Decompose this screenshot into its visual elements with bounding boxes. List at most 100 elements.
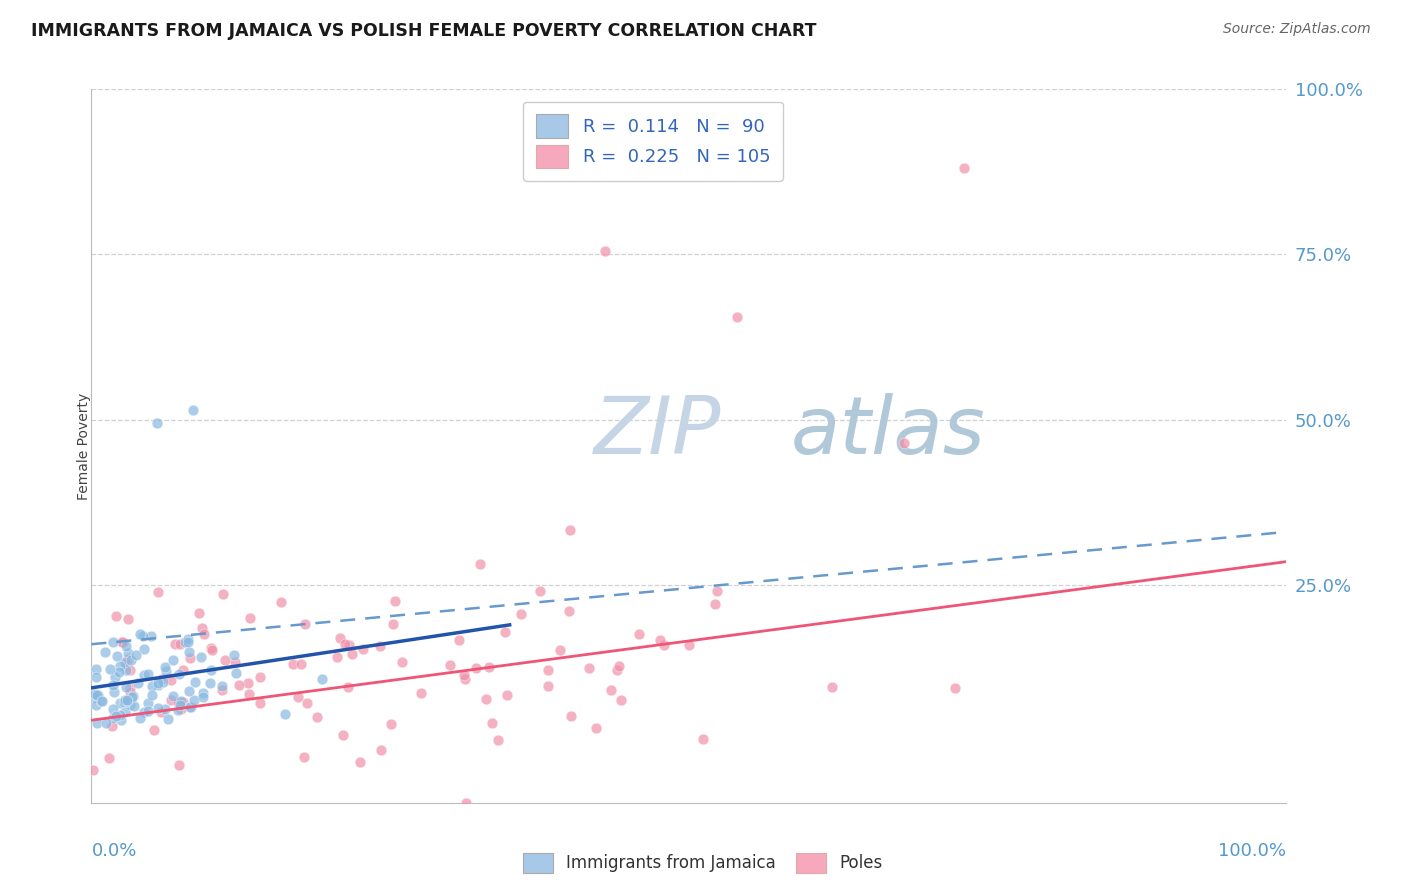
Point bbox=[560, 709, 582, 723]
Point bbox=[593, 244, 616, 258]
Point bbox=[114, 706, 136, 720]
Point bbox=[118, 698, 141, 713]
Point bbox=[953, 161, 976, 176]
Point bbox=[725, 310, 748, 325]
Point bbox=[368, 639, 391, 653]
Point bbox=[138, 705, 160, 719]
Point bbox=[87, 689, 110, 703]
Point bbox=[105, 648, 128, 663]
Point bbox=[108, 659, 131, 673]
Point bbox=[148, 585, 170, 599]
Point bbox=[706, 583, 728, 598]
Point bbox=[610, 693, 633, 707]
Point bbox=[82, 763, 104, 777]
Point bbox=[211, 679, 233, 693]
Point bbox=[495, 624, 517, 639]
Point bbox=[122, 698, 145, 713]
Text: 0.0%: 0.0% bbox=[91, 842, 136, 860]
Point bbox=[332, 728, 354, 742]
Point bbox=[606, 663, 628, 677]
Point bbox=[105, 709, 128, 723]
Text: Source: ZipAtlas.com: Source: ZipAtlas.com bbox=[1223, 22, 1371, 37]
Point bbox=[142, 723, 165, 737]
Point bbox=[146, 678, 169, 692]
Point bbox=[156, 713, 179, 727]
Legend: R =  0.114   N =  90, R =  0.225   N = 105: R = 0.114 N = 90, R = 0.225 N = 105 bbox=[523, 102, 783, 181]
Point bbox=[177, 634, 200, 648]
Point bbox=[100, 718, 122, 732]
Point bbox=[187, 606, 209, 620]
Point bbox=[214, 653, 236, 667]
Point bbox=[183, 693, 205, 707]
Text: 100.0%: 100.0% bbox=[1219, 842, 1286, 860]
Text: atlas: atlas bbox=[790, 392, 986, 471]
Point bbox=[138, 666, 160, 681]
Point bbox=[238, 687, 260, 701]
Point bbox=[122, 689, 145, 703]
Point bbox=[155, 660, 177, 674]
Point bbox=[84, 698, 107, 712]
Point bbox=[585, 721, 607, 735]
Point bbox=[117, 646, 139, 660]
Point bbox=[115, 680, 138, 694]
Point bbox=[349, 755, 371, 769]
Point bbox=[337, 638, 360, 652]
Point bbox=[177, 632, 200, 646]
Point bbox=[104, 609, 127, 624]
Point bbox=[167, 667, 190, 681]
Point bbox=[290, 657, 312, 672]
Point bbox=[173, 635, 195, 649]
Point bbox=[91, 694, 114, 708]
Point bbox=[200, 640, 222, 655]
Point bbox=[329, 631, 352, 645]
Point bbox=[125, 648, 148, 663]
Point bbox=[578, 661, 600, 675]
Point bbox=[475, 692, 498, 706]
Point bbox=[249, 670, 271, 684]
Point bbox=[311, 672, 333, 686]
Point bbox=[120, 653, 142, 667]
Point bbox=[132, 667, 155, 681]
Point bbox=[609, 658, 631, 673]
Point bbox=[191, 686, 214, 700]
Point bbox=[117, 651, 139, 665]
Point bbox=[211, 682, 233, 697]
Point bbox=[170, 694, 193, 708]
Point bbox=[294, 617, 316, 632]
Point bbox=[211, 586, 233, 600]
Point bbox=[454, 673, 477, 687]
Point bbox=[820, 680, 842, 694]
Point bbox=[340, 647, 363, 661]
Point bbox=[384, 594, 406, 608]
Point bbox=[118, 681, 141, 696]
Point bbox=[454, 797, 477, 811]
Point bbox=[381, 617, 404, 632]
Point bbox=[558, 604, 581, 618]
Point bbox=[153, 702, 176, 716]
Point bbox=[193, 627, 215, 641]
Point bbox=[129, 711, 152, 725]
Point bbox=[439, 657, 461, 672]
Point bbox=[101, 635, 124, 649]
Point bbox=[352, 642, 374, 657]
Point bbox=[236, 675, 259, 690]
Point bbox=[537, 679, 560, 693]
Point bbox=[115, 657, 138, 672]
Point bbox=[510, 607, 533, 622]
Point bbox=[114, 693, 136, 707]
Point bbox=[139, 629, 162, 643]
Point bbox=[146, 701, 169, 715]
Point bbox=[152, 674, 174, 689]
Point bbox=[94, 645, 117, 659]
Point bbox=[169, 698, 191, 712]
Point bbox=[628, 627, 651, 641]
Point bbox=[305, 710, 328, 724]
Point bbox=[170, 702, 193, 716]
Point bbox=[222, 648, 245, 662]
Point bbox=[84, 662, 107, 676]
Point bbox=[103, 685, 125, 699]
Point bbox=[191, 690, 214, 704]
Point bbox=[103, 678, 125, 692]
Point bbox=[117, 693, 139, 707]
Point bbox=[115, 639, 138, 653]
